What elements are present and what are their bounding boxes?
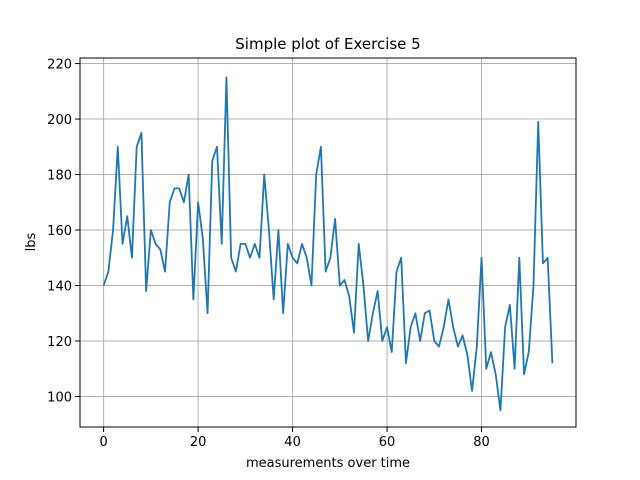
x-tick-label: 0: [99, 435, 107, 450]
x-tick-label: 80: [473, 435, 490, 450]
y-tick-label: 140: [47, 280, 72, 295]
plot-frame: [79, 57, 577, 428]
y-tick-label: 100: [47, 390, 72, 405]
y-tick-label: 160: [47, 224, 72, 239]
y-tick-label: 180: [47, 169, 72, 184]
y-tick-label: 120: [47, 335, 72, 350]
series-line: [102, 76, 554, 412]
x-tick-label: 60: [379, 435, 396, 450]
grid: [80, 58, 576, 427]
chart-title: Simple plot of Exercise 5: [235, 35, 420, 53]
y-axis-label: lbs: [24, 232, 39, 251]
x-tick-label: 40: [284, 435, 301, 450]
x-tick-label: 20: [190, 435, 207, 450]
series-layer: [102, 76, 554, 412]
y-axis: 100 120 140 160 180 200 220: [47, 58, 80, 405]
x-axis-label: measurements over time: [246, 456, 410, 471]
y-tick-label: 200: [47, 113, 72, 128]
x-axis: 0 20 40 60 80: [99, 427, 490, 450]
y-tick-label: 220: [47, 58, 72, 73]
